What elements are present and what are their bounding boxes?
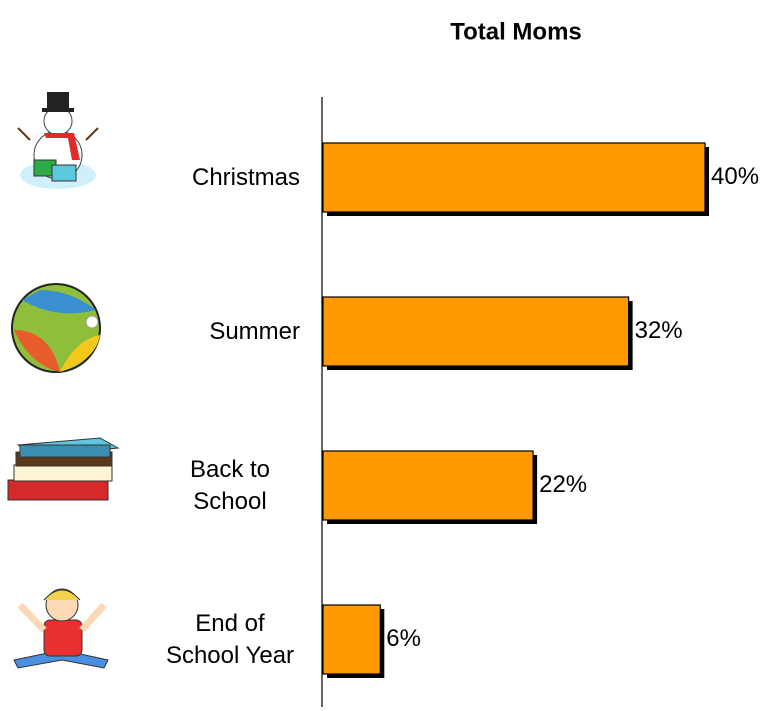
value-label: 32% [635,317,683,344]
snowman-icon [18,92,98,189]
bar [323,143,705,212]
category-label-box: Christmas [100,128,300,228]
value-label: 22% [539,471,587,498]
category-label-box: End of School Year [100,590,300,690]
bar [323,297,629,366]
category-label: Summer [209,316,300,348]
chart: Total Moms 40% 32% 22% 6% Christmas Summer Ba… [0,0,774,711]
beach-ball-icon [12,284,100,372]
bar [323,605,380,674]
value-label: 6% [386,625,421,652]
category-label: Back to School [160,454,300,518]
value-label: 40% [711,163,759,190]
category-label-box: Back to School [100,436,300,536]
bar [323,451,533,520]
category-label-box: Summer [100,282,300,382]
category-label: End of School Year [160,608,300,672]
chart-title: Total Moms [450,18,582,45]
girl-icon [14,589,108,668]
category-label: Christmas [192,162,300,194]
